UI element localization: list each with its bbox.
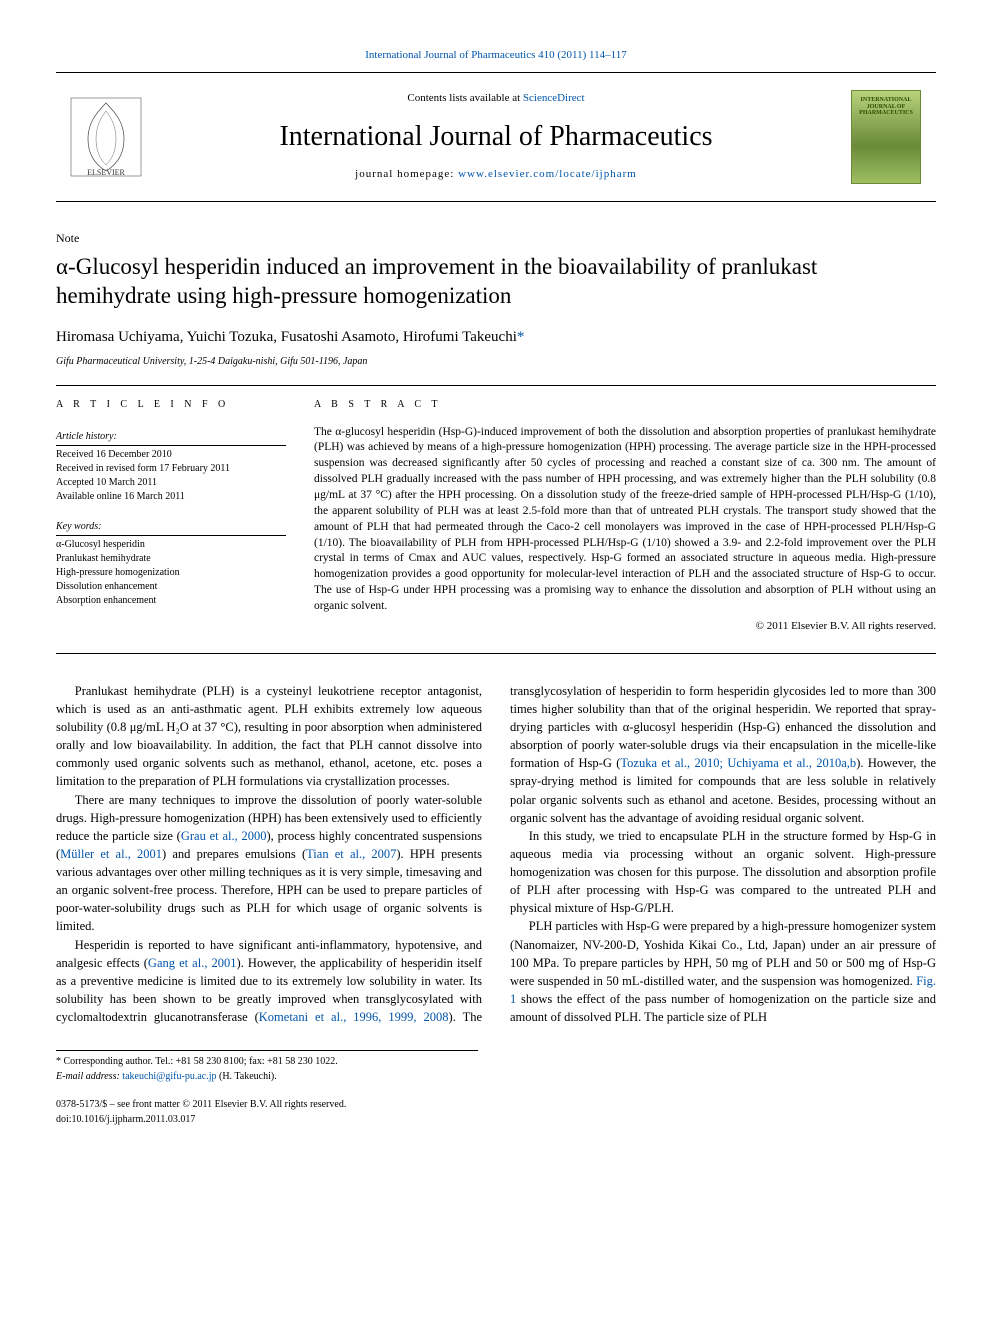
article-title: α-Glucosyl hesperidin induced an improve… <box>56 253 936 311</box>
journal-reference: International Journal of Pharmaceutics 4… <box>56 48 936 64</box>
body-paragraph: In this study, we tried to encapsulate P… <box>510 827 936 918</box>
email-suffix: (H. Takeuchi). <box>216 1071 276 1082</box>
sciencedirect-link[interactable]: ScienceDirect <box>523 92 585 104</box>
contents-available: Contents lists available at ScienceDirec… <box>407 91 584 107</box>
history-online: Available online 16 March 2011 <box>56 490 286 504</box>
journal-homepage: journal homepage: www.elsevier.com/locat… <box>355 167 637 183</box>
citation-link[interactable]: Grau et al., 2000 <box>181 829 267 843</box>
history-revised: Received in revised form 17 February 201… <box>56 462 286 476</box>
svg-text:ELSEVIER: ELSEVIER <box>87 168 125 177</box>
corresponding-footnote: * Corresponding author. Tel.: +81 58 230… <box>56 1055 478 1070</box>
keyword: Pranlukast hemihydrate <box>56 552 286 566</box>
cover-text: INTERNATIONAL JOURNAL OF PHARMACEUTICS <box>852 97 920 117</box>
keyword: High-pressure homogenization <box>56 566 286 580</box>
keyword: Dissolution enhancement <box>56 580 286 594</box>
abstract-text: The α-glucosyl hesperidin (Hsp-G)-induce… <box>314 425 936 615</box>
body-text: shows the effect of the pass number of h… <box>510 992 936 1024</box>
citation-link[interactable]: Tian et al., 2007 <box>306 847 396 861</box>
issn-doi: 0378-5173/$ – see front matter © 2011 El… <box>56 1098 478 1127</box>
journal-reference-link[interactable]: International Journal of Pharmaceutics 4… <box>365 49 627 61</box>
footnotes: * Corresponding author. Tel.: +81 58 230… <box>56 1050 478 1084</box>
abstract-heading: A B S T R A C T <box>314 398 936 413</box>
article-info-heading: A R T I C L E I N F O <box>56 398 286 412</box>
body-paragraph: There are many techniques to improve the… <box>56 791 482 936</box>
body-paragraph: Pranlukast hemihydrate (PLH) is a cystei… <box>56 682 482 791</box>
issn-line: 0378-5173/$ – see front matter © 2011 El… <box>56 1098 478 1113</box>
history-accepted: Accepted 10 March 2011 <box>56 476 286 490</box>
journal-homepage-link[interactable]: www.elsevier.com/locate/ijpharm <box>458 168 637 180</box>
article-info: A R T I C L E I N F O Article history: R… <box>56 398 286 635</box>
email-label: E-mail address: <box>56 1071 122 1082</box>
publication-header: ELSEVIER Contents lists available at Sci… <box>56 72 936 202</box>
keywords-heading: Key words: <box>56 520 286 536</box>
elsevier-logo: ELSEVIER <box>56 73 156 201</box>
authors: Hiromasa Uchiyama, Yuichi Tozuka, Fusato… <box>56 327 936 349</box>
article-type: Note <box>56 230 936 247</box>
journal-cover: INTERNATIONAL JOURNAL OF PHARMACEUTICS <box>836 73 936 201</box>
citation-link[interactable]: Tozuka et al., 2010; Uchiyama et al., 20… <box>620 756 856 770</box>
email-link[interactable]: takeuchi@gifu-pu.ac.jp <box>122 1071 216 1082</box>
history-received: Received 16 December 2010 <box>56 448 286 462</box>
authors-list: Hiromasa Uchiyama, Yuichi Tozuka, Fusato… <box>56 329 517 345</box>
journal-name: International Journal of Pharmaceutics <box>279 117 712 158</box>
citation-link[interactable]: Gang et al., 2001 <box>148 956 237 970</box>
citation-link[interactable]: Müller et al., 2001 <box>60 847 162 861</box>
doi-line: doi:10.1016/j.ijpharm.2011.03.017 <box>56 1113 478 1128</box>
copyright: © 2011 Elsevier B.V. All rights reserved… <box>314 619 936 635</box>
affiliation: Gifu Pharmaceutical University, 1-25-4 D… <box>56 355 936 370</box>
contents-prefix: Contents lists available at <box>407 92 522 104</box>
corresponding-marker[interactable]: * <box>517 329 525 345</box>
keyword: α-Glucosyl hesperidin <box>56 538 286 552</box>
keyword: Absorption enhancement <box>56 594 286 608</box>
body-text: PLH particles with Hsp-G were prepared b… <box>510 919 936 987</box>
citation-link[interactable]: Kometani et al., 1996, 1999, 2008 <box>259 1010 449 1024</box>
body-paragraph: PLH particles with Hsp-G were prepared b… <box>510 917 936 1026</box>
divider <box>56 385 936 386</box>
history-heading: Article history: <box>56 430 286 446</box>
homepage-prefix: journal homepage: <box>355 168 458 180</box>
body-text: ) and prepares emulsions ( <box>162 847 306 861</box>
article-body: Pranlukast hemihydrate (PLH) is a cystei… <box>56 682 936 1026</box>
abstract: A B S T R A C T The α-glucosyl hesperidi… <box>314 398 936 635</box>
